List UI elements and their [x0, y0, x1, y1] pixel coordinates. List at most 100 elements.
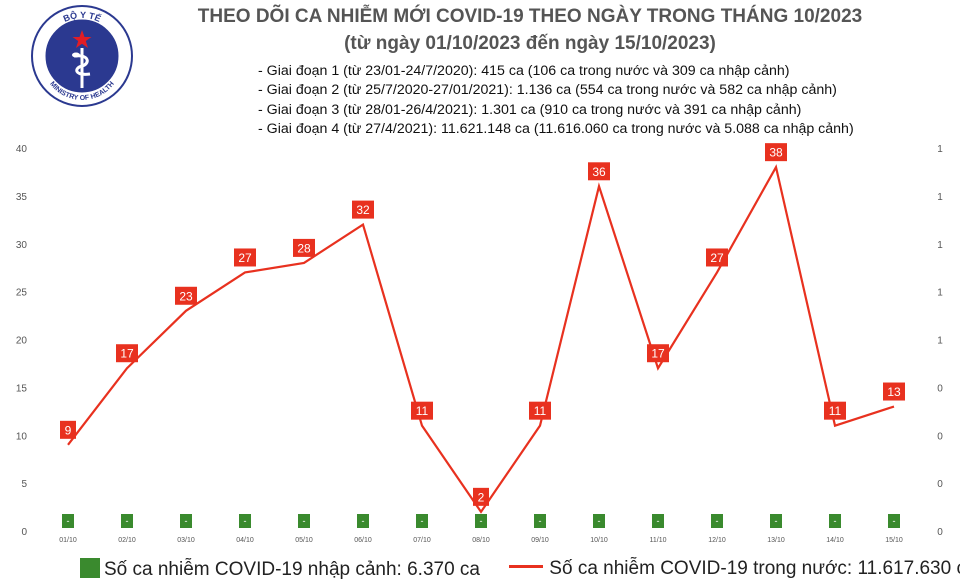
x-tick-label: 13/10 — [767, 537, 785, 544]
y-tick-label: 0 — [21, 527, 27, 538]
imported-bar-label: - — [893, 516, 896, 526]
x-tick-label: 01/10 — [59, 537, 77, 544]
legend-label-imported: Số ca nhiễm COVID-19 nhập cảnh: 6.370 ca — [104, 559, 481, 580]
data-label: 13 — [887, 385, 901, 399]
imported-bar — [239, 514, 251, 528]
data-label-box — [706, 248, 728, 267]
data-label: 17 — [651, 347, 665, 361]
imported-bar-label: - — [67, 516, 70, 526]
imported-bar-label: - — [126, 516, 129, 526]
data-label: 11 — [416, 404, 429, 418]
y2-tick-label: 0 — [937, 479, 943, 490]
y-tick-label: 20 — [16, 336, 28, 347]
y-tick-label: 25 — [16, 288, 28, 299]
data-label-box — [824, 401, 846, 420]
data-label-box — [588, 162, 610, 181]
imported-bar — [829, 514, 841, 528]
data-label: 17 — [120, 347, 134, 361]
data-label: 27 — [238, 251, 252, 265]
data-label-box — [60, 420, 76, 439]
data-label-box — [234, 248, 256, 267]
imported-bar-label: - — [716, 516, 719, 526]
legend-item-imported: Số ca nhiễm COVID-19 nhập cảnh: 6.370 ca — [80, 558, 480, 581]
imported-bar-label: - — [775, 516, 778, 526]
ministry-of-health-logo: BỘ Y TẾ MINISTRY OF HEALTH — [31, 5, 133, 107]
phase-note-3: - Giai đoạn 3 (từ 28/01-26/4/2021): 1.30… — [258, 101, 802, 118]
imported-bar — [62, 514, 74, 528]
imported-bar — [121, 514, 133, 528]
data-label: 11 — [534, 404, 547, 418]
imported-bar-label: - — [421, 516, 424, 526]
legend-swatch-line — [509, 565, 544, 568]
y-tick-label: 10 — [16, 431, 28, 442]
imported-bar — [416, 514, 428, 528]
x-tick-label: 12/10 — [708, 537, 726, 544]
data-label: 11 — [829, 404, 842, 418]
imported-bar-label: - — [244, 516, 247, 526]
imported-bar — [298, 514, 310, 528]
y2-tick-label: 0 — [937, 431, 943, 442]
x-tick-label: 11/10 — [650, 537, 667, 544]
imported-bar — [711, 514, 723, 528]
x-tick-label: 02/10 — [118, 537, 136, 544]
data-label-box — [352, 200, 374, 219]
imported-bar — [357, 514, 369, 528]
data-label-box — [647, 344, 669, 363]
chart-subtitle: (từ ngày 01/10/2023 đến ngày 15/10/2023) — [344, 33, 716, 54]
y2-tick-label: 1 — [937, 144, 943, 155]
data-label: 32 — [356, 203, 370, 217]
imported-bar-label: - — [303, 516, 306, 526]
legend-item-domestic: Số ca nhiễm COVID-19 trong nước: 11.617.… — [509, 558, 960, 580]
imported-bar — [652, 514, 664, 528]
data-label: 9 — [65, 423, 72, 437]
chart-legend: Số ca nhiễm COVID-19 nhập cảnh: 6.370 ca… — [80, 558, 960, 581]
x-tick-label: 03/10 — [177, 537, 195, 544]
data-label-box — [116, 344, 138, 363]
data-label: 23 — [179, 289, 193, 303]
x-tick-label: 05/10 — [295, 537, 313, 544]
x-tick-label: 06/10 — [354, 537, 372, 544]
y2-tick-label: 1 — [937, 240, 943, 251]
phase-note-4: - Giai đoạn 4 (từ 27/4/2021): 11.621.148… — [258, 121, 854, 138]
imported-bar — [770, 514, 782, 528]
imported-bar-label: - — [657, 516, 660, 526]
imported-bar-label: - — [539, 516, 542, 526]
chart-title: THEO DÕI CA NHIỄM MỚI COVID-19 THEO NGÀY… — [197, 6, 863, 27]
imported-bar-label: - — [480, 516, 483, 526]
x-tick-label: 04/10 — [236, 537, 254, 544]
x-tick-label: 14/10 — [826, 537, 844, 544]
data-label-box — [175, 286, 197, 305]
legend-label-domestic: Số ca nhiễm COVID-19 trong nước: 11.617.… — [549, 558, 960, 579]
imported-bar-label: - — [185, 516, 188, 526]
data-label: 28 — [297, 241, 311, 255]
y2-tick-label: 1 — [937, 336, 943, 347]
data-label-box — [411, 401, 433, 420]
data-label: 36 — [592, 165, 606, 179]
y2-tick-label: 1 — [937, 192, 943, 203]
y2-tick-label: 0 — [937, 527, 943, 538]
imported-bar-label: - — [362, 516, 365, 526]
data-label: 2 — [478, 490, 485, 504]
x-tick-label: 08/10 — [472, 537, 490, 544]
phase-note-2: - Giai đoạn 2 (từ 25/7/2020-27/01/2021):… — [258, 82, 837, 99]
data-label-box — [473, 487, 489, 506]
domestic-cases-line — [67, 164, 895, 514]
imported-bar — [534, 514, 546, 528]
data-label-box — [765, 143, 787, 162]
logo-top-text: BỘ Y TẾ — [62, 9, 103, 24]
data-label: 38 — [769, 146, 783, 160]
data-label-box — [293, 238, 315, 257]
data-label: 27 — [710, 251, 724, 265]
x-tick-label: 10/10 — [590, 537, 608, 544]
y2-tick-label: 0 — [937, 383, 943, 394]
x-tick-label: 09/10 — [531, 537, 549, 544]
imported-bar — [593, 514, 605, 528]
y-tick-label: 5 — [21, 479, 27, 490]
x-tick-label: 07/10 — [413, 537, 431, 544]
data-label-box — [529, 401, 551, 420]
data-label-box — [883, 382, 905, 401]
x-tick-label: 15/10 — [885, 537, 903, 544]
phase-notes: - Giai đoạn 1 (từ 23/01-24/7/2020): 415 … — [258, 62, 854, 140]
imported-bar-label: - — [598, 516, 601, 526]
